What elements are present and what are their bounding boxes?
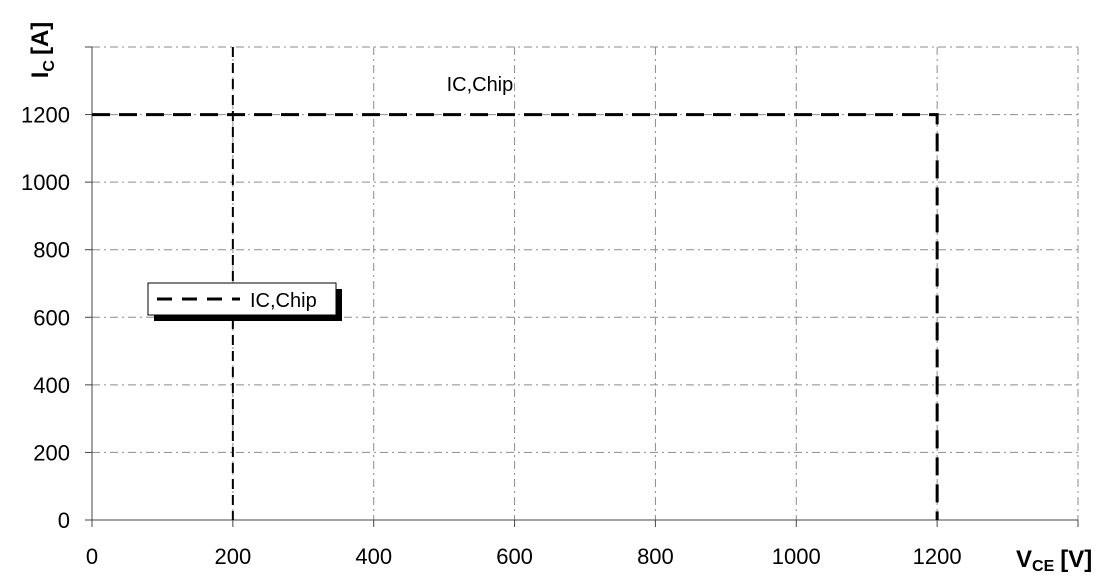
y-tick-label: 400 <box>33 373 70 398</box>
series-annotation-label: IC,Chip <box>447 74 514 96</box>
y-tick-label: 600 <box>33 305 70 330</box>
legend: IC,Chip <box>147 282 342 321</box>
y-axis-label-sub: C <box>41 60 58 72</box>
x-tick-labels: 0 200 400 600 800 1000 1200 <box>86 544 962 569</box>
y-axis-label-unit: [A] <box>27 22 54 55</box>
x-tick-label: 0 <box>86 544 98 569</box>
annotations: IC,Chip <box>447 74 514 96</box>
y-tick-label: 200 <box>33 440 70 465</box>
y-axis-label: IC [A] <box>27 22 58 79</box>
legend-entry-label: IC,Chip <box>250 290 317 312</box>
legend-box <box>147 282 337 316</box>
y-axis-label-main: I <box>27 72 54 79</box>
x-axis-label-sub: CE <box>1032 558 1055 575</box>
x-axis-label: VCE [V] <box>1016 546 1092 575</box>
series-line-ic-chip <box>92 113 939 520</box>
x-axis-label-unit: [V] <box>1060 546 1092 573</box>
x-tick-label: 1200 <box>913 544 962 569</box>
series <box>92 113 939 520</box>
y-tick-label: 0 <box>58 508 70 533</box>
y-tick-label: 1200 <box>21 103 70 128</box>
axes <box>91 47 1078 521</box>
x-tick-label: 400 <box>355 544 392 569</box>
y-tick-label: 800 <box>33 238 70 263</box>
tick-marks <box>85 46 1079 527</box>
x-tick-label: 600 <box>496 544 533 569</box>
x-tick-label: 200 <box>214 544 251 569</box>
y-tick-labels: 0 200 400 600 800 1000 1200 <box>21 103 70 533</box>
x-tick-label: 800 <box>637 544 674 569</box>
x-tick-label: 1000 <box>772 544 821 569</box>
y-tick-label: 1000 <box>21 170 70 195</box>
x-axis-label-main: V <box>1016 546 1032 573</box>
